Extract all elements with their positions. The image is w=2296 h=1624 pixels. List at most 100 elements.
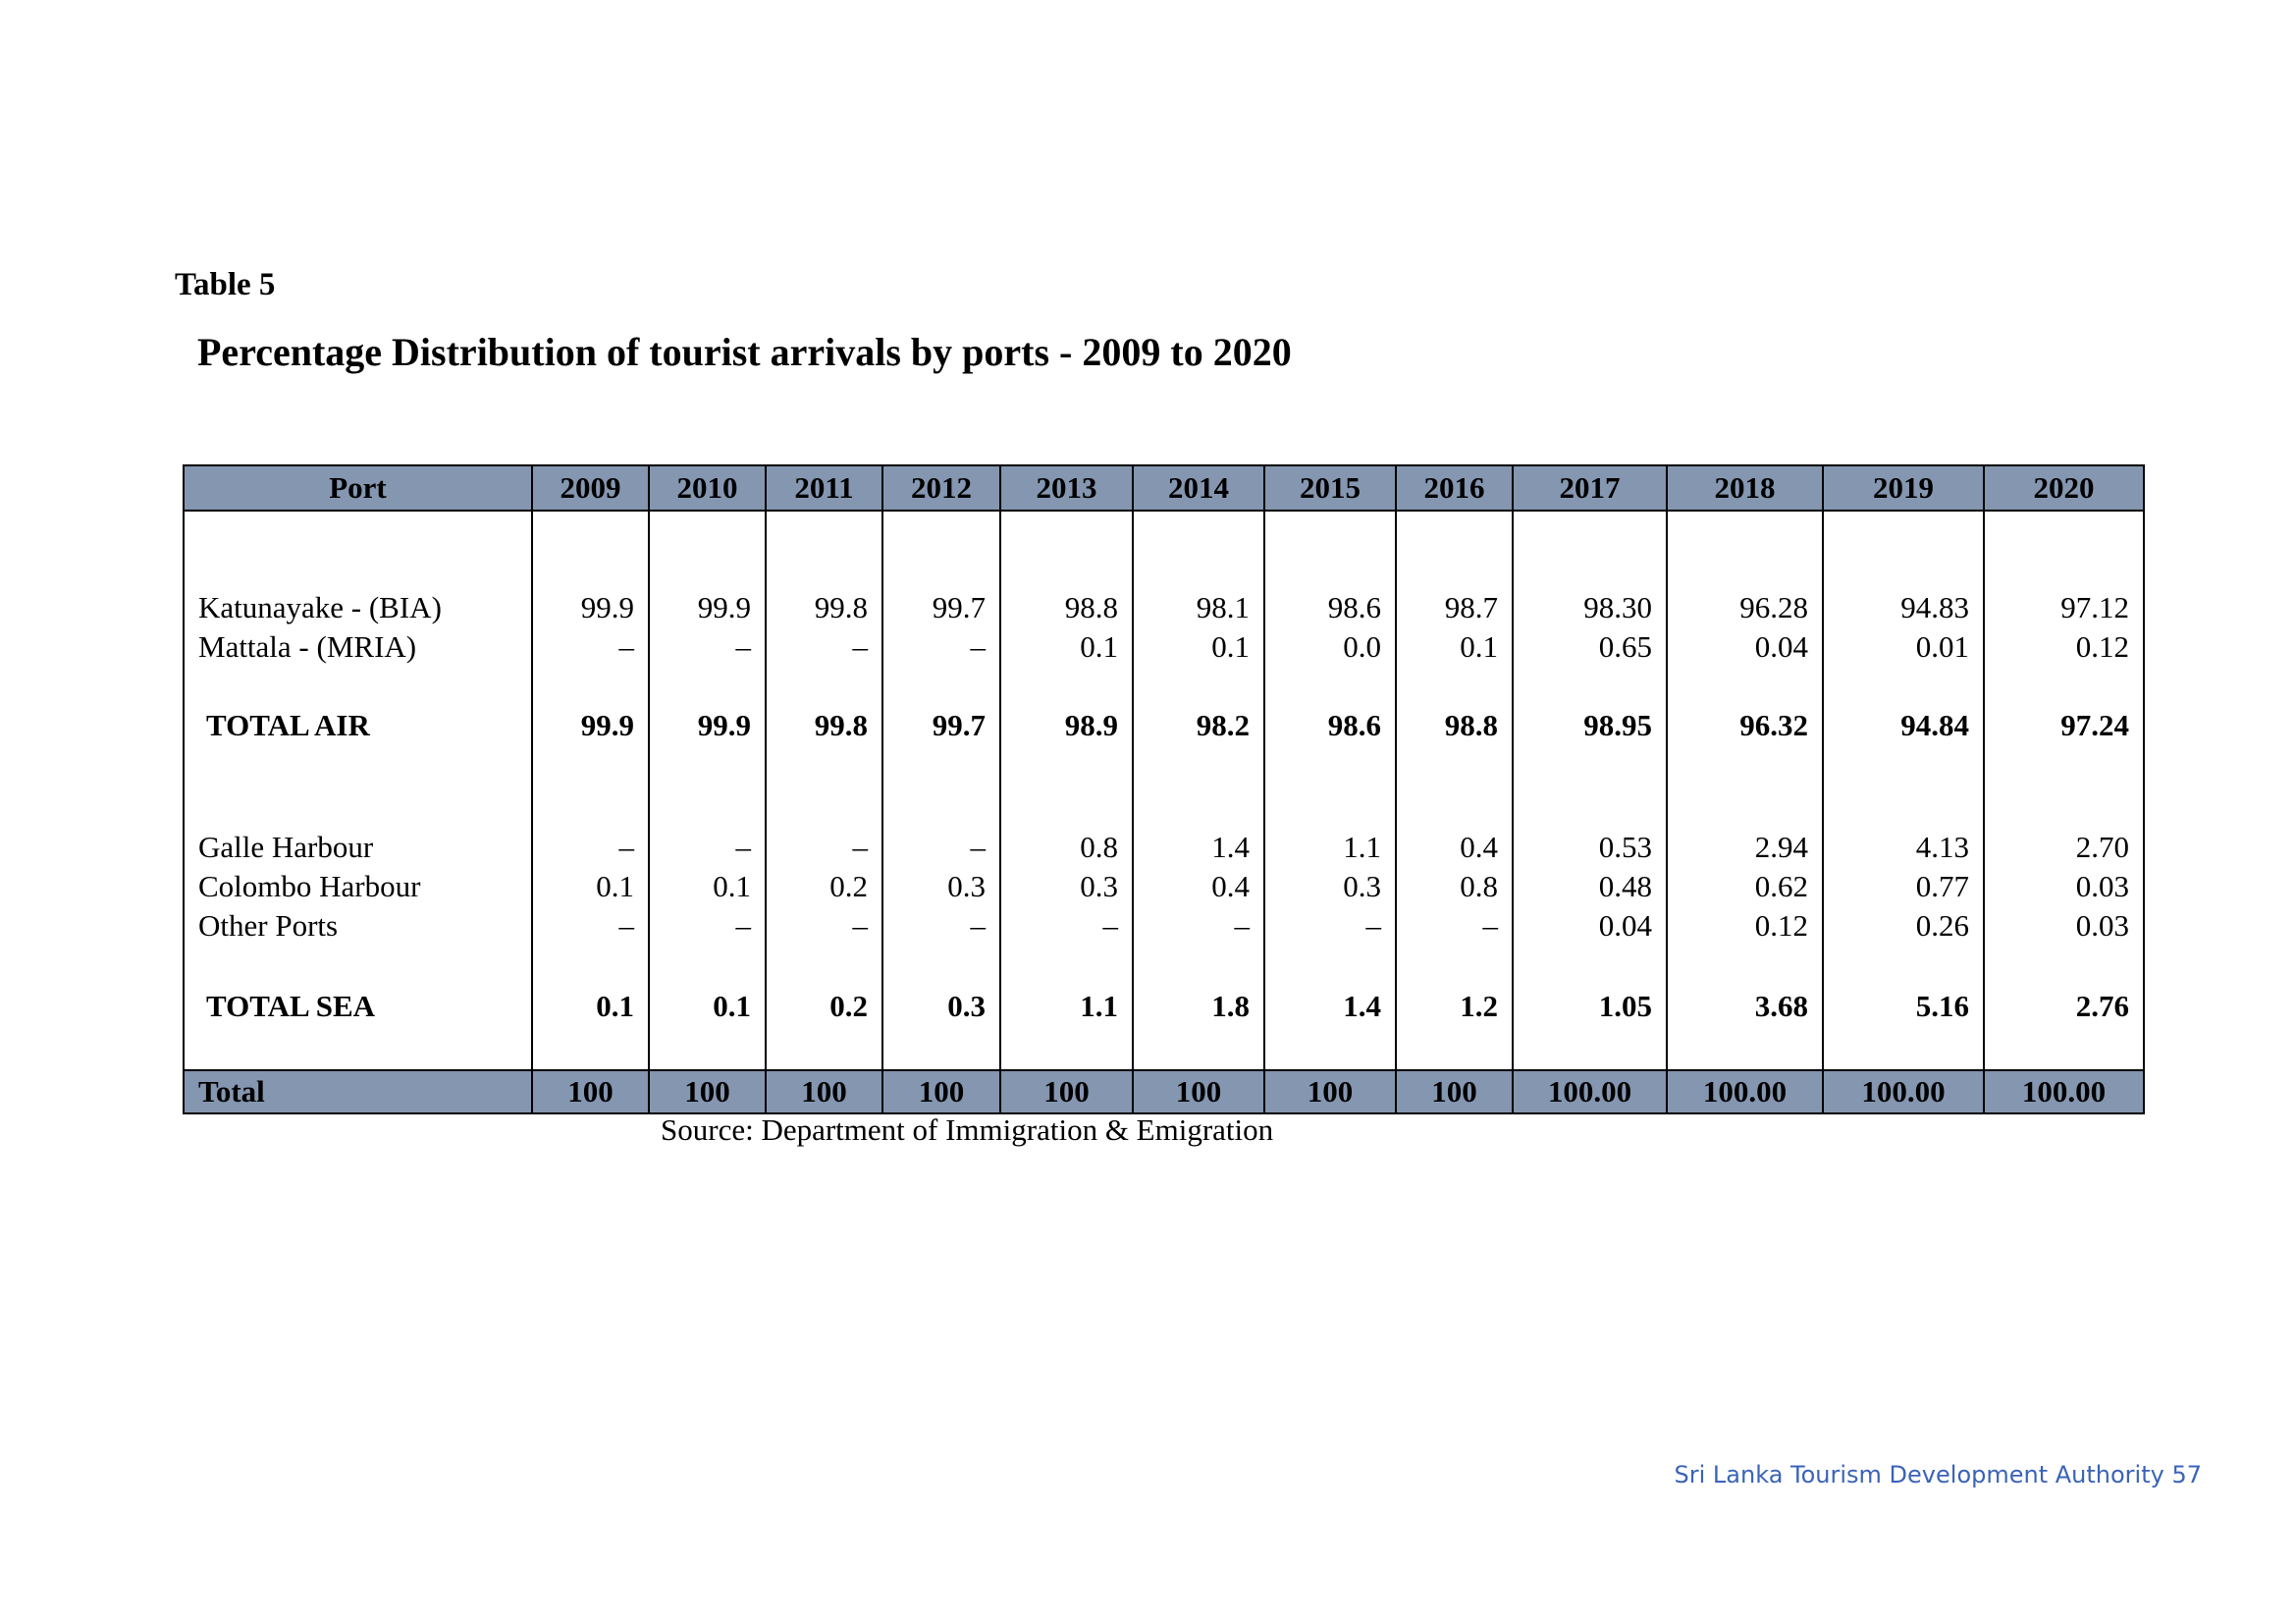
page-title: Percentage Distribution of tourist arriv… xyxy=(197,330,1292,374)
table-cell: – xyxy=(648,906,767,946)
table-cell: 96.28 xyxy=(1666,588,1824,627)
table-cell: 100 xyxy=(648,1069,767,1114)
table-cell: 98.95 xyxy=(1512,706,1668,745)
column-header-year: 2016 xyxy=(1395,464,1514,512)
table-cell: 4.13 xyxy=(1822,828,1985,867)
page-footer: Sri Lanka Tourism Development Authority … xyxy=(1674,1461,2202,1489)
table-label: Table 5 xyxy=(175,267,276,302)
table-cell: 98.6 xyxy=(1263,706,1397,745)
table-cell: 100 xyxy=(1395,1069,1514,1114)
table-cell: 100.00 xyxy=(1666,1069,1824,1114)
table-cell: 100 xyxy=(999,1069,1134,1114)
source-note: Source: Department of Immigration & Emig… xyxy=(661,1112,1274,1147)
table-cell: 0.01 xyxy=(1822,627,1985,667)
row-label: Galle Harbour xyxy=(183,828,533,867)
table-cell: 98.8 xyxy=(999,588,1134,627)
table-cell: 0.48 xyxy=(1512,867,1668,906)
table-cell: 100 xyxy=(881,1069,1001,1114)
table-cell: – xyxy=(531,828,650,867)
table-row: Galle Harbour – – – –0.8 1.4 1.1 0.4 0.53 2.94 4.1… xyxy=(183,828,2145,867)
table-cell: 0.0 xyxy=(1263,627,1397,667)
table-cell: 99.9 xyxy=(648,588,767,627)
table-cell: 0.3 xyxy=(881,867,1001,906)
table-cell: 100.00 xyxy=(1822,1069,1985,1114)
table-cell: – xyxy=(1263,906,1397,946)
table-cell: – xyxy=(531,906,650,946)
column-header-year: 2013 xyxy=(999,464,1134,512)
table-cell: – xyxy=(765,828,883,867)
table-row-total-sea: TOTAL SEA 0.1 0.1 0.2 0.3 1.1 1.8 1.4 1.2 1.05 3.6… xyxy=(183,987,2145,1026)
table-cell: 0.62 xyxy=(1666,867,1824,906)
table-cell: – xyxy=(881,906,1001,946)
table-cell: 0.1 xyxy=(531,987,650,1026)
table-cell: 0.8 xyxy=(1395,867,1514,906)
table-cell: – xyxy=(1395,906,1514,946)
table-cell: – xyxy=(765,627,883,667)
column-header-year: 2019 xyxy=(1822,464,1985,512)
table-row: Other Ports – – – – – – – –0.04 0.12 0.26 0.03 xyxy=(183,906,2145,946)
column-header-year: 2017 xyxy=(1512,464,1668,512)
table-cell: 0.3 xyxy=(881,987,1001,1026)
table-cell: – xyxy=(881,627,1001,667)
column-header-year: 2015 xyxy=(1263,464,1397,512)
row-label: Katunayake - (BIA) xyxy=(183,588,533,627)
table-cell: 98.8 xyxy=(1395,706,1514,745)
table-cell: 2.70 xyxy=(1983,828,2145,867)
table-cell: – xyxy=(648,627,767,667)
table-cell: 94.83 xyxy=(1822,588,1985,627)
table-cell: 99.9 xyxy=(531,588,650,627)
table-cell: 2.76 xyxy=(1983,987,2145,1026)
table-row-total: Total 100 100 100 100 100 100 100 100 100.00 100.0… xyxy=(183,1069,2145,1114)
column-header-year: 2018 xyxy=(1666,464,1824,512)
table-cell: 0.77 xyxy=(1822,867,1985,906)
table-cell: 0.1 xyxy=(999,627,1134,667)
table-cell: 0.53 xyxy=(1512,828,1668,867)
table-cell: 0.1 xyxy=(648,867,767,906)
column-header-year: 2009 xyxy=(531,464,650,512)
table-cell: 1.1 xyxy=(1263,828,1397,867)
table-row: Katunayake - (BIA) 99.9 99.9 99.8 99.7 98.8 98… xyxy=(183,588,2145,627)
table-cell: 94.84 xyxy=(1822,706,1985,745)
column-header-year: 2010 xyxy=(648,464,767,512)
table-cell: 0.3 xyxy=(999,867,1134,906)
table-cell: 0.04 xyxy=(1666,627,1824,667)
table-cell: 98.30 xyxy=(1512,588,1668,627)
table-cell: 1.05 xyxy=(1512,987,1668,1026)
column-header-port: Port xyxy=(183,464,533,512)
table-cell: – xyxy=(648,828,767,867)
table-cell: 0.3 xyxy=(1263,867,1397,906)
table-cell: 0.1 xyxy=(648,987,767,1026)
table-cell: 96.32 xyxy=(1666,706,1824,745)
table-cell: 1.1 xyxy=(999,987,1134,1026)
column-header-year: 2020 xyxy=(1983,464,2145,512)
column-header-year: 2014 xyxy=(1132,464,1265,512)
table-cell: 1.4 xyxy=(1132,828,1265,867)
table-cell: 99.9 xyxy=(531,706,650,745)
table-row: Mattala - (MRIA) – – – –0.1 0.1 0.0 0.1 0.65 0.04… xyxy=(183,627,2145,667)
table-cell: 0.2 xyxy=(765,867,883,906)
row-label: TOTAL SEA xyxy=(183,987,533,1026)
table-cell: 0.1 xyxy=(1395,627,1514,667)
row-label: TOTAL AIR xyxy=(183,706,533,745)
table-cell: 99.7 xyxy=(881,706,1001,745)
table-cell: 1.4 xyxy=(1263,987,1397,1026)
table-cell: 0.4 xyxy=(1395,828,1514,867)
table-cell: 98.1 xyxy=(1132,588,1265,627)
table-cell: 0.65 xyxy=(1512,627,1668,667)
row-label: Total xyxy=(183,1069,533,1114)
arrivals-table: Port 2009 2010 2011 2012 2013 2014 2015 2016 2017… xyxy=(183,464,2145,1114)
table-cell: 5.16 xyxy=(1822,987,1985,1026)
table-cell: 0.2 xyxy=(765,987,883,1026)
table-cell: 0.12 xyxy=(1666,906,1824,946)
header-row: Port 2009 2010 2011 2012 2013 2014 2015 2016 2017… xyxy=(183,464,2145,512)
table-cell: 98.7 xyxy=(1395,588,1514,627)
table-cell: 99.7 xyxy=(881,588,1001,627)
table-cell: 97.12 xyxy=(1983,588,2145,627)
column-header-year: 2011 xyxy=(765,464,883,512)
table-cell: 0.8 xyxy=(999,828,1134,867)
table-cell: – xyxy=(999,906,1134,946)
table-cell: – xyxy=(1132,906,1265,946)
row-label: Mattala - (MRIA) xyxy=(183,627,533,667)
table-cell: 100 xyxy=(1263,1069,1397,1114)
table-cell: 97.24 xyxy=(1983,706,2145,745)
